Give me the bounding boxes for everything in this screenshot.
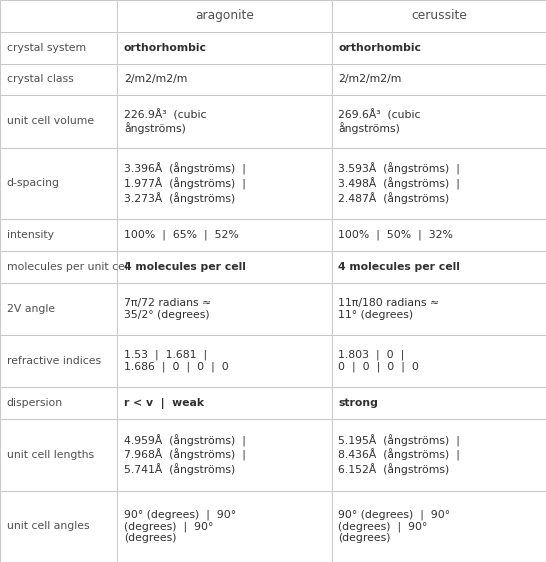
Text: 2V angle: 2V angle [7,304,55,314]
Text: 5.195Å  (ångströms)  |
8.436Å  (ångströms)  |
6.152Å  (ångströms): 5.195Å (ångströms) | 8.436Å (ångströms) … [339,434,460,475]
Text: 4.959Å  (ångströms)  |
7.968Å  (ångströms)  |
5.741Å  (ångströms): 4.959Å (ångströms) | 7.968Å (ångströms) … [124,434,246,475]
Text: 100%  |  50%  |  32%: 100% | 50% | 32% [339,230,453,240]
Bar [117,251,332,283]
Bar [117,0,332,31]
Text: 269.6Å³  (cubic
ångströms): 269.6Å³ (cubic ångströms) [339,109,421,134]
Bar [332,64,546,95]
Bar [0,491,117,562]
Text: orthorhombic: orthorhombic [339,43,422,53]
Text: unit cell volume: unit cell volume [7,116,94,126]
Text: orthorhombic: orthorhombic [124,43,207,53]
Text: crystal system: crystal system [7,43,86,53]
Bar [117,387,332,419]
Text: 11π/180 radians ≈
11° (degrees): 11π/180 radians ≈ 11° (degrees) [339,298,440,320]
Text: refractive indices: refractive indices [7,356,100,366]
Text: r < v  |  weak: r < v | weak [124,398,204,409]
Text: 3.593Å  (ångströms)  |
3.498Å  (ångströms)  |
2.487Å  (ångströms): 3.593Å (ångströms) | 3.498Å (ångströms) … [339,163,460,203]
Text: strong: strong [339,398,378,408]
Text: 226.9Å³  (cubic
ångströms): 226.9Å³ (cubic ångströms) [124,109,206,134]
Text: 3.396Å  (ångströms)  |
1.977Å  (ångströms)  |
3.273Å  (ångströms): 3.396Å (ångströms) | 1.977Å (ångströms) … [124,163,246,203]
Text: 90° (degrees)  |  90°
(degrees)  |  90°
(degrees): 90° (degrees) | 90° (degrees) | 90° (deg… [339,509,450,543]
Bar [117,148,332,219]
Text: crystal class: crystal class [7,74,73,84]
Bar [0,387,117,419]
Text: unit cell lengths: unit cell lengths [7,450,94,460]
Bar [0,95,117,148]
Bar [332,148,546,219]
Bar [332,283,546,335]
Text: unit cell angles: unit cell angles [7,522,89,531]
Bar [332,95,546,148]
Bar [117,64,332,95]
Bar [0,64,117,95]
Text: cerussite: cerussite [411,10,467,22]
Text: dispersion: dispersion [7,398,63,408]
Bar [0,0,117,31]
Bar [332,0,546,31]
Bar [332,419,546,491]
Text: 100%  |  65%  |  52%: 100% | 65% | 52% [124,230,239,240]
Text: 2/m2/m2/m: 2/m2/m2/m [339,74,402,84]
Bar [0,251,117,283]
Text: d-spacing: d-spacing [7,178,60,188]
Text: 2/m2/m2/m: 2/m2/m2/m [124,74,187,84]
Bar [117,491,332,562]
Text: 4 molecules per cell: 4 molecules per cell [124,262,246,271]
Text: molecules per unit cell: molecules per unit cell [7,262,130,271]
Bar [117,419,332,491]
Text: 4 molecules per cell: 4 molecules per cell [339,262,460,271]
Bar [332,387,546,419]
Bar [117,335,332,387]
Bar [0,148,117,219]
Bar [0,219,117,251]
Bar [332,31,546,64]
Bar [332,251,546,283]
Text: 1.803  |  0  |
0  |  0  |  0  |  0: 1.803 | 0 | 0 | 0 | 0 | 0 [339,350,419,373]
Text: aragonite: aragonite [195,10,254,22]
Text: intensity: intensity [7,230,54,240]
Bar [117,95,332,148]
Bar [117,283,332,335]
Bar [332,335,546,387]
Text: 1.53  |  1.681  |
1.686  |  0  |  0  |  0: 1.53 | 1.681 | 1.686 | 0 | 0 | 0 [124,350,229,373]
Bar [0,31,117,64]
Bar [117,219,332,251]
Bar [332,219,546,251]
Bar [0,283,117,335]
Bar [117,31,332,64]
Bar [0,419,117,491]
Bar [0,335,117,387]
Text: 90° (degrees)  |  90°
(degrees)  |  90°
(degrees): 90° (degrees) | 90° (degrees) | 90° (deg… [124,509,236,543]
Bar [332,491,546,562]
Text: 7π/72 radians ≈
35/2° (degrees): 7π/72 radians ≈ 35/2° (degrees) [124,298,211,320]
